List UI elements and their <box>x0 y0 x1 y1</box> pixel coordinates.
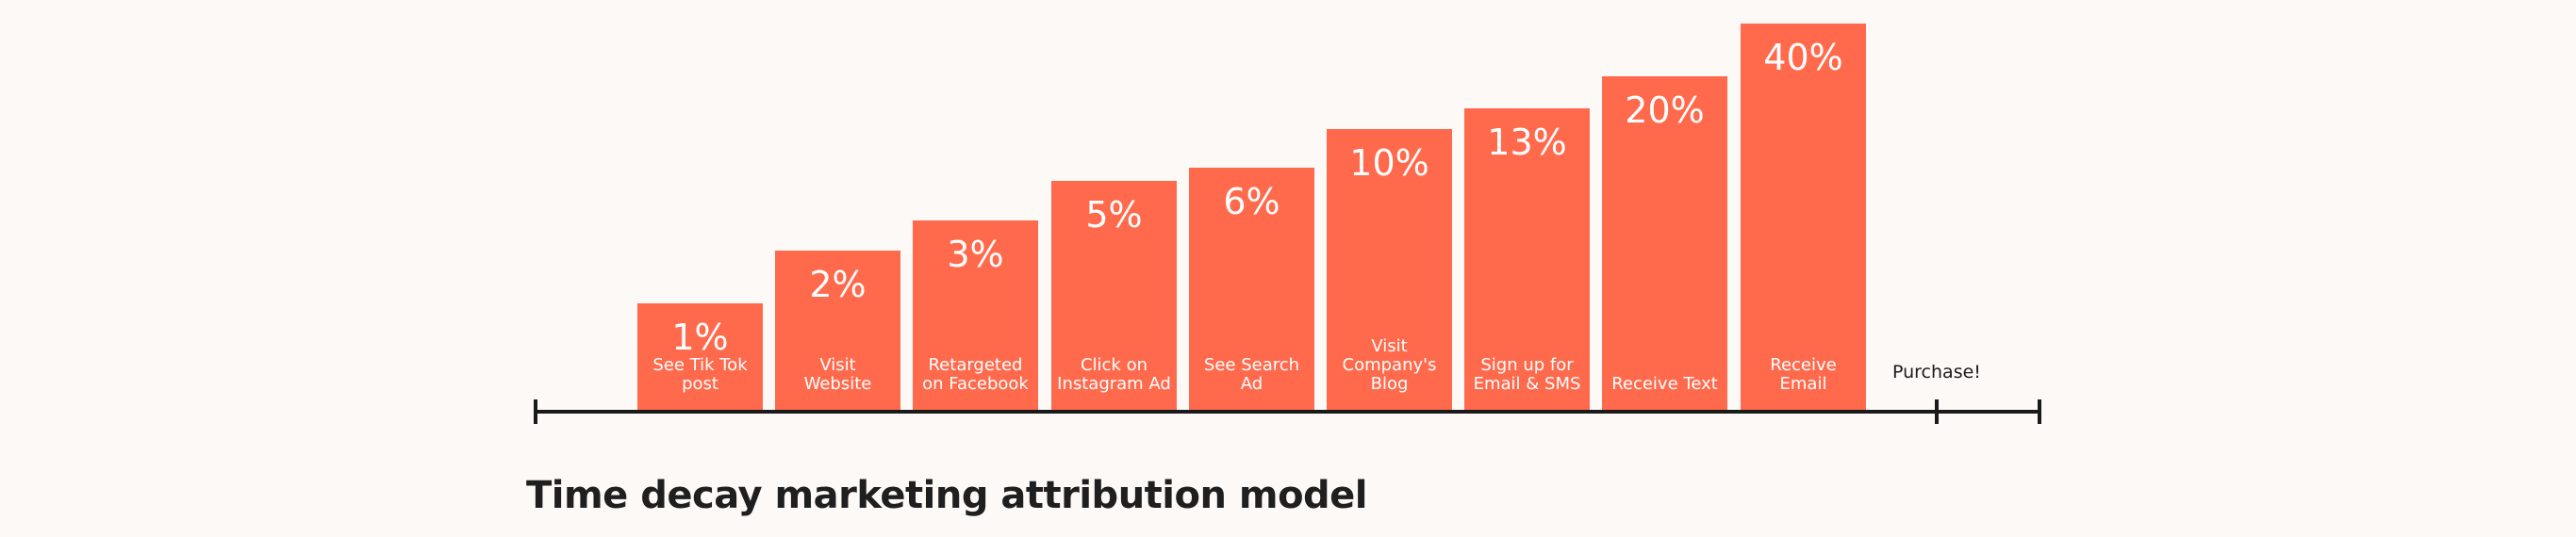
bar-value-label: 10% <box>1349 142 1429 184</box>
bar-value-label: 13% <box>1487 122 1567 163</box>
bar-category-label: Receive Text <box>1611 374 1718 394</box>
timeline-axis <box>534 410 2040 414</box>
bar: 1% See Tik Tok post <box>637 303 763 410</box>
bar-category-label: Retargeted on Facebook <box>922 355 1029 394</box>
bar-value-label: 5% <box>1085 194 1143 236</box>
bar-category-label: Visit Company's Blog <box>1342 336 1437 394</box>
bar-value-label: 6% <box>1223 181 1280 222</box>
chart-title: Time decay marketing attribution model <box>526 474 1368 517</box>
purchase-tick <box>1935 399 1939 424</box>
bar: 2% Visit Website <box>775 251 900 410</box>
bar-category-label: Visit Website <box>803 355 872 394</box>
bar-category-label: Click on Instagram Ad <box>1057 355 1171 394</box>
bar: 20% Receive Text <box>1602 76 1727 410</box>
bar: 40% Receive Email <box>1741 24 1866 410</box>
bar-category-label: Receive Email <box>1770 355 1837 394</box>
purchase-label: Purchase! <box>1892 362 1981 382</box>
bar-value-label: 40% <box>1763 37 1843 78</box>
bar-value-label: 20% <box>1625 90 1705 131</box>
bar: 13% Sign up for Email & SMS <box>1464 108 1590 410</box>
bar: 5% Click on Instagram Ad <box>1051 181 1177 410</box>
bar-category-label: See Tik Tok post <box>652 355 748 394</box>
bar: 6% See Search Ad <box>1189 168 1314 410</box>
bar: 10% Visit Company's Blog <box>1327 129 1452 410</box>
bar-value-label: 1% <box>671 317 729 358</box>
timeline-end-tick <box>2038 399 2041 424</box>
bar: 3% Retargeted on Facebook <box>913 220 1038 410</box>
bar-category-label: Sign up for Email & SMS <box>1473 355 1581 394</box>
bar-category-label: See Search Ad <box>1203 355 1300 394</box>
bar-value-label: 3% <box>947 234 1004 275</box>
timeline-start-tick <box>534 399 537 424</box>
bar-value-label: 2% <box>809 264 867 305</box>
